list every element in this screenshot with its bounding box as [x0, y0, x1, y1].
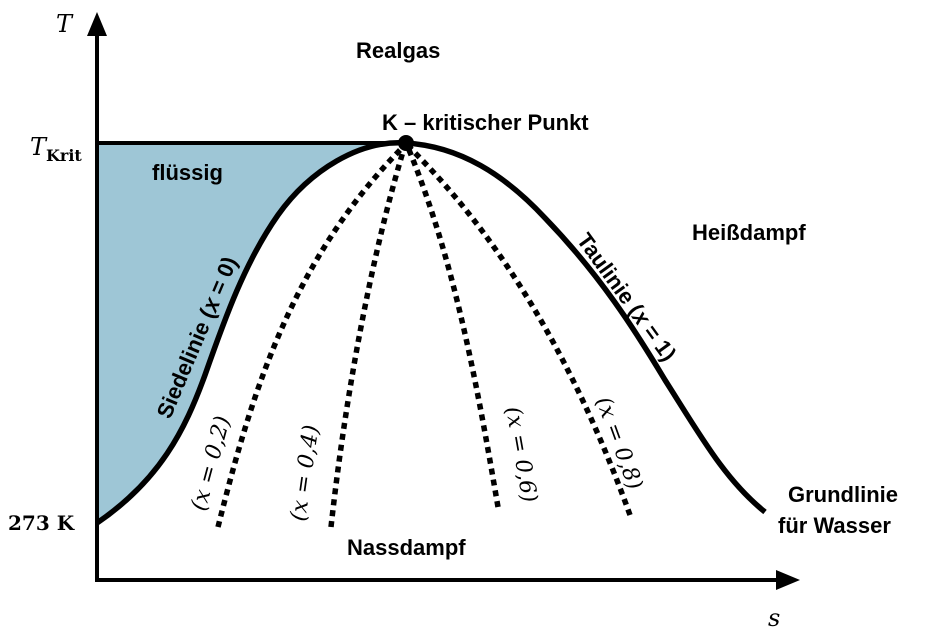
t-krit-label: TKrit: [30, 133, 82, 165]
quality-line-x02: [215, 143, 407, 528]
x02-label: (𝑥 = 0,2): [187, 413, 236, 513]
taulinie-label: Taulinie (𝑥 = 1): [572, 228, 681, 366]
y-axis-label: T: [56, 10, 74, 38]
heissdampf-label: Heißdampf: [692, 220, 806, 245]
grundlinie-label-line2: für Wasser: [778, 513, 891, 538]
critical-point-marker: [398, 135, 414, 151]
x-axis-label: s: [768, 604, 780, 630]
y-axis-arrow: [87, 12, 107, 36]
x06-label: (𝑥 = 0,6): [500, 405, 541, 505]
critical-point-label: K – kritischer Punkt: [382, 110, 589, 135]
x04-label: (𝑥 = 0,4): [286, 423, 324, 523]
x-axis-arrow: [776, 570, 800, 590]
t-273-label: 273 K: [8, 511, 75, 535]
fluessig-label: flüssig: [152, 160, 223, 185]
grundlinie-label-line1: Grundlinie: [788, 482, 898, 507]
quality-line-x06: [404, 143, 501, 508]
liquid-region: [97, 142, 405, 523]
realgas-label: Realgas: [356, 38, 440, 63]
nassdampf-label: Nassdampf: [347, 535, 466, 560]
quality-line-x08: [405, 143, 633, 516]
x08-label: (𝑥 = 0,8): [590, 394, 647, 494]
quality-line-x04: [328, 144, 408, 528]
